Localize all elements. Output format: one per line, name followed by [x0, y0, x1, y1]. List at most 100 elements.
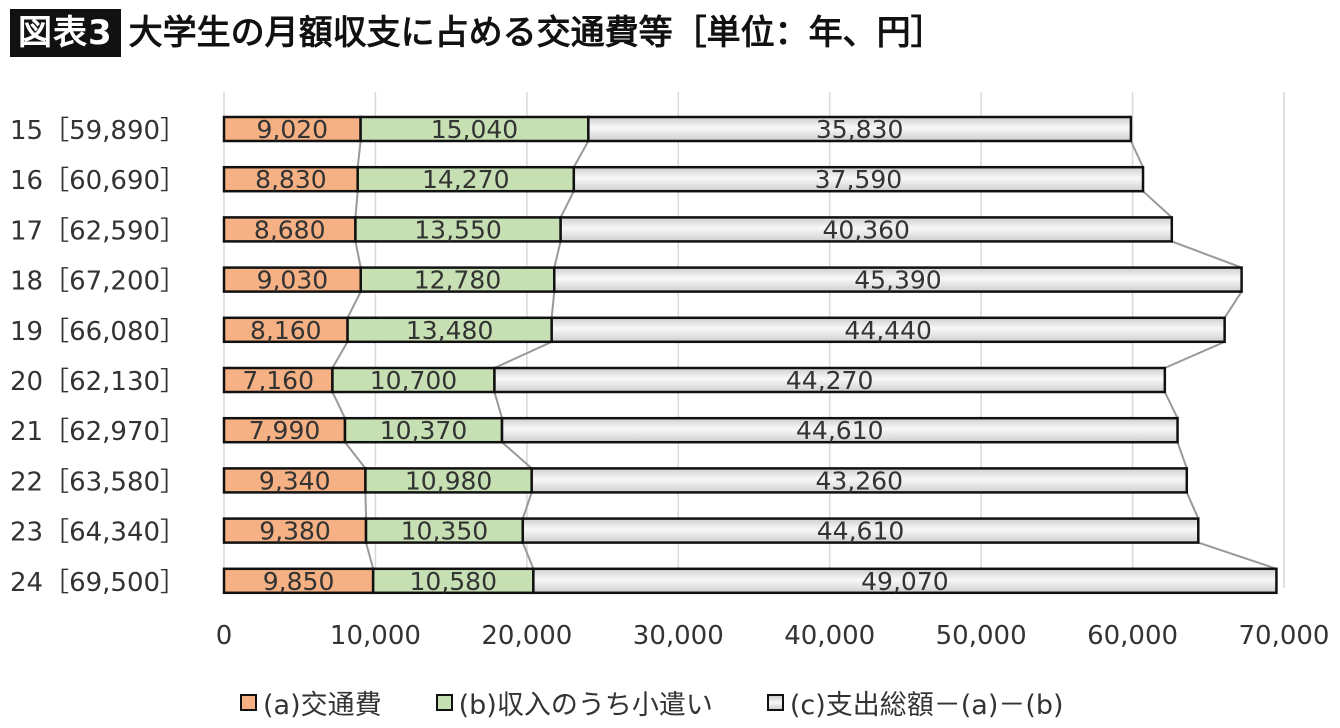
- series-line-8-2: [521, 542, 535, 570]
- legend-label-c: (c)支出総額－(a)－(b): [789, 689, 1064, 721]
- chart-title: 大学生の月額収支に占める交通費等［単位：年、円］: [128, 13, 945, 53]
- legend-item-a: (a)交通費: [240, 683, 382, 722]
- bar-segment-b: [331, 366, 496, 394]
- data-label-a: 7,990: [249, 416, 321, 445]
- bar-segment-a: [222, 517, 368, 544]
- bar-segment-a: [222, 266, 362, 293]
- bar-segment-a: [222, 366, 334, 394]
- data-label-b: 10,980: [405, 466, 492, 495]
- data-label-a: 9,380: [259, 517, 331, 546]
- series-line-2-2: [553, 241, 562, 268]
- bar-segment-b: [346, 316, 553, 344]
- data-label-a: 8,160: [250, 316, 322, 345]
- bar-row-19: 8,160 13,480 44,440 19［66,080］: [10, 316, 1226, 347]
- series-line-1-1: [354, 191, 359, 218]
- series-line-2-1: [354, 241, 362, 268]
- bar-segment-c: [550, 316, 1226, 344]
- series-line-3-3: [1223, 291, 1243, 319]
- figure-tag: 図表3: [10, 9, 121, 57]
- bar-segment-c: [530, 467, 1189, 494]
- data-label-a: 8,830: [255, 165, 327, 194]
- bar-segment-b: [364, 517, 525, 544]
- category-label: 22［63,580］: [10, 467, 186, 497]
- data-label-a: 9,340: [259, 466, 331, 495]
- data-label-c: 44,610: [817, 517, 904, 546]
- data-label-b: 10,350: [401, 517, 488, 546]
- series-line-3-1: [346, 291, 362, 319]
- data-label-b: 13,480: [406, 316, 493, 345]
- bar-segment-b: [359, 115, 590, 143]
- series-line-5-3: [1163, 391, 1179, 419]
- data-label-b: 10,700: [370, 366, 457, 395]
- category-label: 19［66,080］: [10, 317, 186, 347]
- series-line-1-3: [1142, 190, 1173, 219]
- category-label: 24［69,500］: [10, 568, 186, 598]
- bar-segment-a: [222, 316, 349, 344]
- series-line-6-2: [501, 441, 533, 470]
- bar-segment-c: [521, 517, 1200, 544]
- series-line-7-3: [1185, 491, 1200, 520]
- bar-row-16: 8,830 14,270 37,590 16［60,690］: [10, 165, 1145, 196]
- series-line-4-1: [331, 341, 349, 369]
- legend-swatch-a: [240, 693, 257, 711]
- series-lines: [331, 140, 1277, 570]
- data-label-c: 44,610: [796, 416, 883, 445]
- category-label: 18［67,200］: [10, 267, 186, 297]
- bar-row-20: 7,160 10,700 44,270 20［62,130］: [10, 366, 1167, 397]
- x-tick-label-1: 10,000: [330, 621, 421, 651]
- bar-segment-b: [343, 416, 504, 444]
- series-line-3-2: [550, 291, 556, 318]
- data-label-a: 9,850: [263, 567, 335, 596]
- data-label-b: 10,370: [380, 416, 467, 445]
- series-line-7-2: [521, 492, 533, 519]
- bar-segment-c: [553, 266, 1243, 293]
- bar-row-15: 9,020 15,040 35,830 15［59,890］: [10, 115, 1133, 146]
- data-label-c: 43,260: [816, 466, 903, 495]
- data-label-c: 44,440: [844, 316, 931, 345]
- series-line-2-3: [1171, 240, 1242, 269]
- bar-segment-c: [572, 165, 1145, 193]
- bar-segment-c: [532, 567, 1278, 595]
- bar-segment-a: [222, 467, 367, 494]
- bar-segment-c: [559, 216, 1174, 243]
- bar-row-22: 9,340 10,980 43,260 22［63,580］: [10, 466, 1189, 497]
- x-tick-label-2: 20,000: [481, 621, 572, 651]
- bar-row-23: 9,380 10,350 44,610 23［64,340］: [10, 517, 1200, 548]
- series-line-4-3: [1164, 340, 1226, 369]
- category-label: 20［62,130］: [10, 367, 186, 397]
- series-line-6-3: [1176, 441, 1188, 469]
- data-label-a: 9,030: [257, 266, 329, 295]
- series-line-1-2: [559, 190, 575, 218]
- data-label-c: 44,270: [786, 366, 873, 395]
- bar-segment-c: [493, 366, 1167, 394]
- data-label-b: 12,780: [414, 266, 501, 295]
- bar-segment-c: [500, 416, 1179, 444]
- legend-item-c: (c)支出総額－(a)－(b): [766, 683, 1064, 722]
- bar-segment-c: [587, 115, 1133, 143]
- category-label: 17［62,590］: [10, 216, 186, 246]
- legend-item-b: (b)収入のうち小遣い: [435, 683, 713, 722]
- data-label-b: 13,550: [414, 215, 501, 244]
- data-label-b: 10,580: [410, 567, 497, 596]
- data-label-c: 45,390: [854, 266, 941, 295]
- data-label-b: 14,270: [422, 165, 509, 194]
- series-line-8-3: [1197, 541, 1277, 570]
- bar-row-17: 8,680 13,550 40,360 17［62,590］: [10, 215, 1174, 246]
- category-label: 15［59,890］: [10, 116, 186, 146]
- series-line-8-1: [365, 542, 375, 570]
- bar-segment-a: [222, 115, 362, 143]
- legend-swatch-b: [435, 693, 453, 711]
- legend-label-a: (a)交通費: [263, 689, 382, 721]
- x-tick-label-4: 40,000: [784, 621, 875, 651]
- bar-segment-b: [364, 467, 533, 494]
- series-line-6-1: [344, 441, 367, 470]
- data-label-c: 49,070: [861, 567, 948, 596]
- data-label-c: 40,360: [822, 215, 909, 244]
- series-line-5-2: [493, 391, 503, 419]
- data-label-a: 7,160: [242, 366, 314, 395]
- x-tick-label-3: 30,000: [633, 621, 724, 651]
- series-line-7-1: [364, 492, 368, 519]
- bar-row-21: 7,990 10,370 44,610 21［62,970］: [10, 416, 1179, 447]
- series-line-0-1: [356, 140, 362, 168]
